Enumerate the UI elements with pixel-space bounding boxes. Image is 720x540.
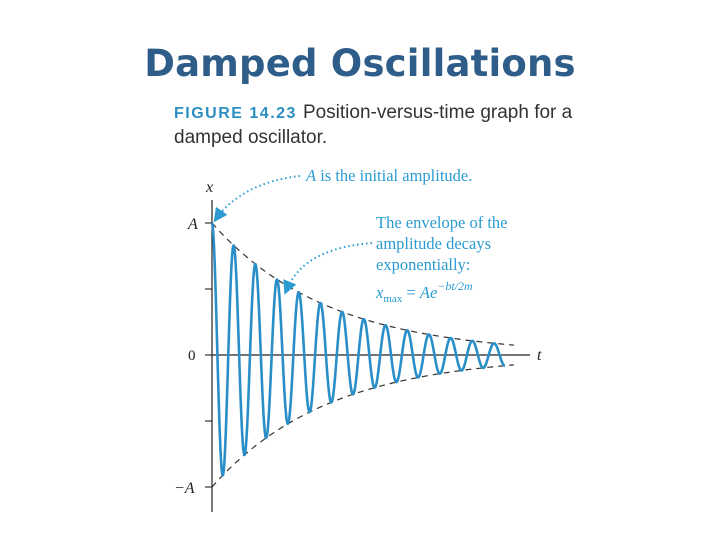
formula-x: x xyxy=(375,283,384,302)
figure-caption-text: Position-versus-time graph for a damped … xyxy=(174,102,573,148)
y-tick-label-neg-A: −A xyxy=(174,480,195,497)
initial-amplitude-text: is the initial amplitude. xyxy=(316,166,472,185)
formula-sub: max xyxy=(383,293,402,305)
figure-label: FIGURE 14.23 xyxy=(174,105,297,122)
y-axis-label: x xyxy=(205,179,213,196)
envelope-formula: xmax = Ae−bt/2m xyxy=(375,279,473,305)
figure-caption: FIGURE 14.23 Position-versus-time graph f… xyxy=(174,101,574,150)
formula-e: e xyxy=(430,283,437,302)
slide-title: Damped Oscillations xyxy=(144,42,576,85)
envelope-lower-curve xyxy=(211,364,514,488)
formula-eq: = xyxy=(402,283,420,302)
envelope-note-line-2: amplitude decays xyxy=(376,234,491,253)
y-tick-label-A: A xyxy=(187,216,198,233)
y-tick-label-0: 0 xyxy=(188,348,196,364)
formula-exponent: −bt/2m xyxy=(437,279,473,293)
x-axis-label: t xyxy=(537,347,542,364)
initial-amplitude-note: A is the initial amplitude. xyxy=(305,166,472,185)
initial-amplitude-arrow xyxy=(213,175,301,223)
initial-amplitude-var: A xyxy=(305,166,317,185)
formula-A: A xyxy=(419,283,431,302)
envelope-arrow xyxy=(283,242,373,295)
damped-oscillation-curve xyxy=(210,222,506,477)
envelope-note-line-1: The envelope of the xyxy=(376,213,507,232)
envelope-note-line-3: exponentially: xyxy=(376,255,470,274)
